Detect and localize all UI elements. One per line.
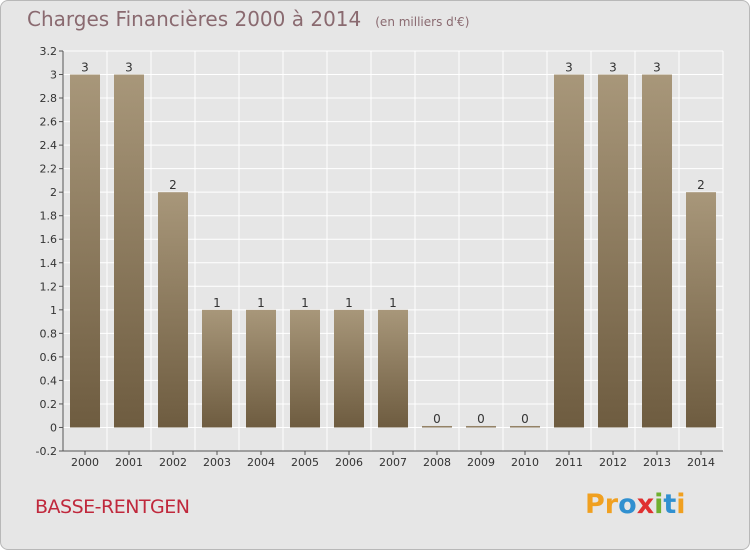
commune-name: BASSE-RENTGEN bbox=[35, 496, 190, 518]
bar-2006 bbox=[334, 309, 364, 428]
data-label-2006: 1 bbox=[345, 296, 353, 310]
bar-2013 bbox=[642, 74, 672, 428]
y-tick-label: 1.8 bbox=[40, 210, 58, 223]
chart-title-text: Charges Financières 2000 à 2014 bbox=[27, 7, 362, 31]
y-tick-label: 2 bbox=[50, 186, 57, 199]
data-label-2012: 3 bbox=[609, 61, 617, 75]
x-tick-label-2010: 2010 bbox=[511, 456, 539, 469]
y-tick-label: 0 bbox=[50, 421, 57, 434]
x-tick-label-2002: 2002 bbox=[159, 456, 187, 469]
data-label-2007: 1 bbox=[389, 296, 397, 310]
bar-2010 bbox=[510, 425, 540, 428]
axes bbox=[59, 50, 723, 455]
data-label-2009: 0 bbox=[477, 412, 485, 426]
x-tick-label-2001: 2001 bbox=[115, 456, 143, 469]
bar-2000 bbox=[70, 74, 100, 428]
data-label-2005: 1 bbox=[301, 296, 309, 310]
data-label-2001: 3 bbox=[125, 61, 133, 75]
x-tick-label-2000: 2000 bbox=[71, 456, 99, 469]
bar-2009 bbox=[466, 425, 496, 428]
bar-2001 bbox=[114, 74, 144, 428]
y-tick-label: 3 bbox=[50, 69, 57, 82]
logo-letter: x bbox=[636, 489, 655, 520]
bars bbox=[70, 74, 716, 428]
logo-letter: P bbox=[585, 489, 605, 520]
bar-2005 bbox=[290, 309, 320, 428]
y-tick-label: 3.2 bbox=[40, 45, 58, 58]
data-labels: 3 3 2 1 1 1 1 1 0 0 0 3 3 3 2 bbox=[81, 61, 705, 426]
y-tick-label: 2.6 bbox=[40, 116, 58, 129]
x-tick-label-2012: 2012 bbox=[599, 456, 627, 469]
logo-letter: i bbox=[654, 489, 664, 520]
x-tick-label-2008: 2008 bbox=[423, 456, 451, 469]
bar-2011 bbox=[554, 74, 584, 428]
data-label-2013: 3 bbox=[653, 61, 661, 75]
data-label-2000: 3 bbox=[81, 61, 89, 75]
y-tick-labels: -0.2 0 0.2 0.4 0.6 0.8 1 1.2 1.4 1.6 1.8 2 2.2 2.4 2.6… bbox=[36, 45, 57, 458]
y-tick-label: 0.8 bbox=[40, 327, 58, 340]
chart-unit: (en milliers d'€) bbox=[375, 15, 470, 29]
x-tick-label-2013: 2013 bbox=[643, 456, 671, 469]
y-tick-label: 2.2 bbox=[40, 163, 58, 176]
data-label-2002: 2 bbox=[169, 178, 177, 192]
x-tick-labels: 2000 2001 2002 2003 2004 2005 2006 2007 2008 2009… bbox=[71, 456, 715, 469]
x-tick-label-2006: 2006 bbox=[335, 456, 363, 469]
x-tick-label-2011: 2011 bbox=[555, 456, 583, 469]
x-tick-label-2009: 2009 bbox=[467, 456, 495, 469]
logo-letter: i bbox=[676, 489, 686, 520]
x-tick-label-2014: 2014 bbox=[687, 456, 715, 469]
y-tick-label: 0.2 bbox=[40, 398, 58, 411]
y-tick-label: 2.4 bbox=[40, 139, 58, 152]
y-tick-label: 1.4 bbox=[40, 257, 58, 270]
data-label-2008: 0 bbox=[433, 412, 441, 426]
data-label-2010: 0 bbox=[521, 412, 529, 426]
bar-2014 bbox=[686, 192, 716, 428]
data-label-2003: 1 bbox=[213, 296, 221, 310]
y-tick-label: 1 bbox=[50, 304, 57, 317]
y-tick-label: 0.4 bbox=[40, 374, 58, 387]
bar-2002 bbox=[158, 192, 188, 428]
x-tick-label-2007: 2007 bbox=[379, 456, 407, 469]
data-label-2011: 3 bbox=[565, 61, 573, 75]
x-tick-label-2004: 2004 bbox=[247, 456, 275, 469]
bar-2007 bbox=[378, 309, 408, 428]
data-label-2014: 2 bbox=[697, 178, 705, 192]
bar-2008 bbox=[422, 425, 452, 428]
y-tick-label: 0.6 bbox=[40, 351, 58, 364]
bar-2012 bbox=[598, 74, 628, 428]
logo-letter: o bbox=[618, 489, 637, 520]
y-tick-label: 1.2 bbox=[40, 280, 58, 293]
logo-letter: t bbox=[663, 489, 677, 520]
bar-2004 bbox=[246, 309, 276, 428]
y-tick-label: 1.6 bbox=[40, 233, 58, 246]
bar-2003 bbox=[202, 309, 232, 428]
data-label-2004: 1 bbox=[257, 296, 265, 310]
chart-title: Charges Financières 2000 à 2014 (en milli… bbox=[27, 7, 469, 31]
y-tick-label: -0.2 bbox=[36, 445, 57, 458]
proxiti-logo: Proxiti bbox=[585, 489, 686, 520]
y-tick-label: 2.8 bbox=[40, 92, 58, 105]
x-tick-label-2005: 2005 bbox=[291, 456, 319, 469]
x-tick-label-2003: 2003 bbox=[203, 456, 231, 469]
logo-letter: r bbox=[604, 489, 619, 520]
